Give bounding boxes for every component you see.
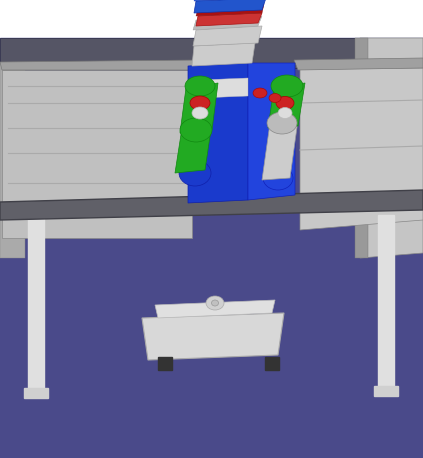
Polygon shape: [200, 78, 248, 98]
Bar: [158, 357, 172, 370]
Bar: [265, 357, 279, 370]
Ellipse shape: [263, 166, 293, 190]
Polygon shape: [193, 16, 262, 30]
Polygon shape: [248, 63, 295, 200]
Ellipse shape: [212, 300, 219, 306]
Bar: [28, 218, 44, 393]
Polygon shape: [180, 83, 218, 133]
Polygon shape: [300, 68, 423, 230]
Polygon shape: [2, 70, 192, 238]
Bar: [374, 386, 398, 396]
Ellipse shape: [179, 160, 211, 186]
Ellipse shape: [269, 93, 281, 103]
Ellipse shape: [185, 76, 215, 96]
Polygon shape: [0, 60, 200, 70]
Polygon shape: [262, 120, 298, 180]
Polygon shape: [355, 38, 368, 258]
Polygon shape: [192, 43, 255, 66]
Polygon shape: [268, 83, 305, 128]
Ellipse shape: [180, 118, 212, 142]
Polygon shape: [196, 13, 262, 26]
Polygon shape: [188, 63, 248, 203]
Bar: [0, 390, 423, 458]
Ellipse shape: [278, 108, 292, 119]
Ellipse shape: [206, 296, 224, 310]
Ellipse shape: [192, 107, 208, 119]
Polygon shape: [194, 0, 266, 13]
Bar: [24, 388, 48, 398]
Polygon shape: [360, 38, 423, 258]
Bar: [0, 0, 423, 40]
Ellipse shape: [253, 88, 267, 98]
Polygon shape: [193, 26, 262, 46]
Polygon shape: [0, 38, 423, 68]
Polygon shape: [175, 123, 212, 173]
Polygon shape: [142, 313, 284, 360]
Bar: [378, 215, 394, 390]
Polygon shape: [0, 190, 423, 220]
Ellipse shape: [267, 112, 297, 134]
Ellipse shape: [271, 75, 303, 97]
Polygon shape: [194, 0, 268, 1]
Ellipse shape: [190, 96, 210, 110]
Polygon shape: [0, 63, 25, 258]
Polygon shape: [294, 58, 423, 70]
Polygon shape: [196, 4, 264, 16]
Polygon shape: [155, 300, 275, 318]
Ellipse shape: [276, 97, 294, 109]
